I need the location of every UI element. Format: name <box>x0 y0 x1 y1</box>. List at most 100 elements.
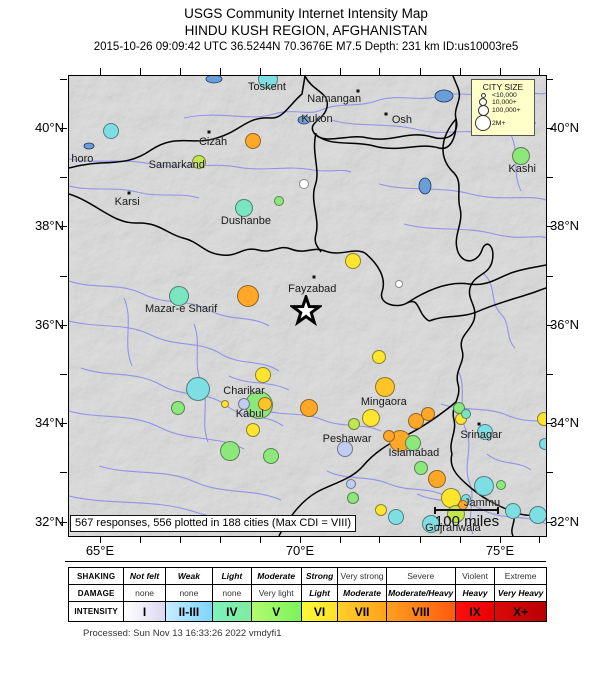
lon-tick <box>180 536 181 543</box>
lat-tick <box>60 128 67 129</box>
city-label: Dushanbe <box>220 214 272 227</box>
legend-cell-intensity: IX <box>455 602 496 621</box>
city-dot <box>356 89 360 93</box>
legend-cell-shaking: Weak <box>166 568 214 584</box>
legend-cell-damage: Heavy <box>456 585 496 601</box>
legend-cell-shaking: Violent <box>456 568 496 584</box>
lat-tick <box>546 276 553 277</box>
intensity-report-circle <box>347 418 360 431</box>
legend-cell-shaking: Light <box>213 568 252 584</box>
lon-tick <box>300 536 301 543</box>
intensity-report-circle <box>262 447 279 464</box>
city-label: Peshawar <box>322 432 372 445</box>
lon-tick <box>140 536 141 543</box>
legend-cell-damage: Very Heavy <box>497 588 544 598</box>
intensity-legend-table: SHAKING Not felt Weak Light Moderate Strong Ve… <box>68 567 547 622</box>
intensity-report-circle <box>372 350 387 365</box>
city-label: Kabul <box>235 408 264 421</box>
legend-cell-damage: none <box>166 585 214 601</box>
legend-cell-damage: Moderate/Heavy <box>387 585 456 601</box>
lon-tick <box>420 68 421 75</box>
city-size-entry: 2M+ <box>474 115 532 131</box>
city-label: Toskent <box>247 81 286 94</box>
intensity-report-circle <box>346 491 359 504</box>
city-label: Mazar-e Sharif <box>145 303 218 316</box>
intensity-report-circle <box>185 376 210 401</box>
intensity-report-circle <box>414 460 429 475</box>
city-size-label: <10,000 <box>492 92 517 99</box>
intensity-report-circle <box>512 147 531 166</box>
lat-tick <box>60 374 67 375</box>
city-dot <box>127 191 131 195</box>
intensity-report-circle <box>245 132 262 149</box>
latitude-axis-label: 38°N <box>34 218 64 233</box>
city-label: horo <box>71 152 94 165</box>
lon-tick <box>100 68 101 75</box>
lat-tick <box>546 472 553 473</box>
intensity-report-circle <box>299 179 310 190</box>
lat-tick <box>546 374 553 375</box>
lat-tick <box>546 522 553 523</box>
lon-tick <box>140 68 141 75</box>
intensity-report-circle <box>422 515 441 534</box>
latitude-axis-label: 40°N <box>550 120 580 135</box>
intensity-report-circle <box>192 155 207 170</box>
lon-tick <box>379 536 380 543</box>
intensity-report-circle <box>337 441 354 458</box>
city-size-label: 10,000+ <box>492 98 517 106</box>
legend-cell-shaking: Severe <box>387 568 456 584</box>
latitude-axis-label: 34°N <box>34 415 64 430</box>
latitude-axis-label: 32°N <box>550 514 580 529</box>
lon-tick <box>260 536 261 543</box>
city-size-legend: CITY SIZE <10,000 10,000+ 100,000+ 2M+ <box>471 79 535 136</box>
latitude-axis-label: 36°N <box>34 317 64 332</box>
city-size-entry: <10,000 <box>474 92 532 99</box>
lat-tick <box>60 325 67 326</box>
longitude-axis-label: 75°E <box>485 543 515 558</box>
legend-cell-damage: Moderate <box>338 585 387 601</box>
intensity-report-circle <box>361 408 380 427</box>
intensity-report-circle <box>473 475 494 496</box>
lon-tick <box>460 68 461 75</box>
intensity-report-circle <box>505 503 522 520</box>
lat-tick <box>60 472 67 473</box>
lon-tick <box>260 68 261 75</box>
latitude-axis-label: 34°N <box>550 415 580 430</box>
scale-bar-label: 100 miles <box>434 513 500 530</box>
map-area: CITY SIZE <10,000 10,000+ 100,000+ 2M+ 100 … <box>68 75 547 537</box>
legend-cell-intensity: V <box>251 602 302 621</box>
borders-layer <box>69 76 546 536</box>
intensity-report-circle <box>345 479 356 490</box>
event-info: 2015-10-26 09:09:42 UTC 36.5244N 70.3676… <box>93 41 519 53</box>
lat-tick <box>60 423 67 424</box>
lat-tick <box>60 522 67 523</box>
intensity-report-circle <box>246 423 261 438</box>
legend-cell-damage: none <box>213 585 252 601</box>
legend-row-shaking: SHAKING Not felt Weak Light Moderate Strong Ve… <box>69 568 546 585</box>
legend-row-header: DAMAGE <box>69 585 125 601</box>
city-size-circle-cell <box>474 115 492 131</box>
lon-tick <box>539 536 540 543</box>
latitude-axis-label: 40°N <box>34 120 64 135</box>
legend-row-header: INTENSITY <box>69 602 125 621</box>
legend-cell-intensity: VII <box>338 602 387 621</box>
city-label: Gujranwala <box>425 521 481 534</box>
lat-tick <box>60 177 67 178</box>
lat-tick <box>60 226 67 227</box>
city-label: Karsi <box>114 196 140 209</box>
city-size-legend-title: CITY SIZE <box>482 82 524 92</box>
intensity-report-circle <box>404 435 421 452</box>
region-title: HINDU KUSH REGION, AFGHANISTAN <box>184 23 428 38</box>
city-dot <box>477 422 481 426</box>
legend-cell-damage: Light <box>302 585 339 601</box>
city-size-circle-icon <box>480 93 486 98</box>
intensity-report-circle <box>528 505 546 524</box>
city-label: Kukon <box>301 113 333 126</box>
lon-tick <box>500 536 501 543</box>
intensity-report-circle <box>171 401 186 416</box>
intensity-report-circle <box>476 424 493 441</box>
lon-tick <box>420 536 421 543</box>
lon-tick <box>500 68 501 75</box>
city-label: Kashi <box>508 162 536 175</box>
lat-tick <box>546 79 553 80</box>
